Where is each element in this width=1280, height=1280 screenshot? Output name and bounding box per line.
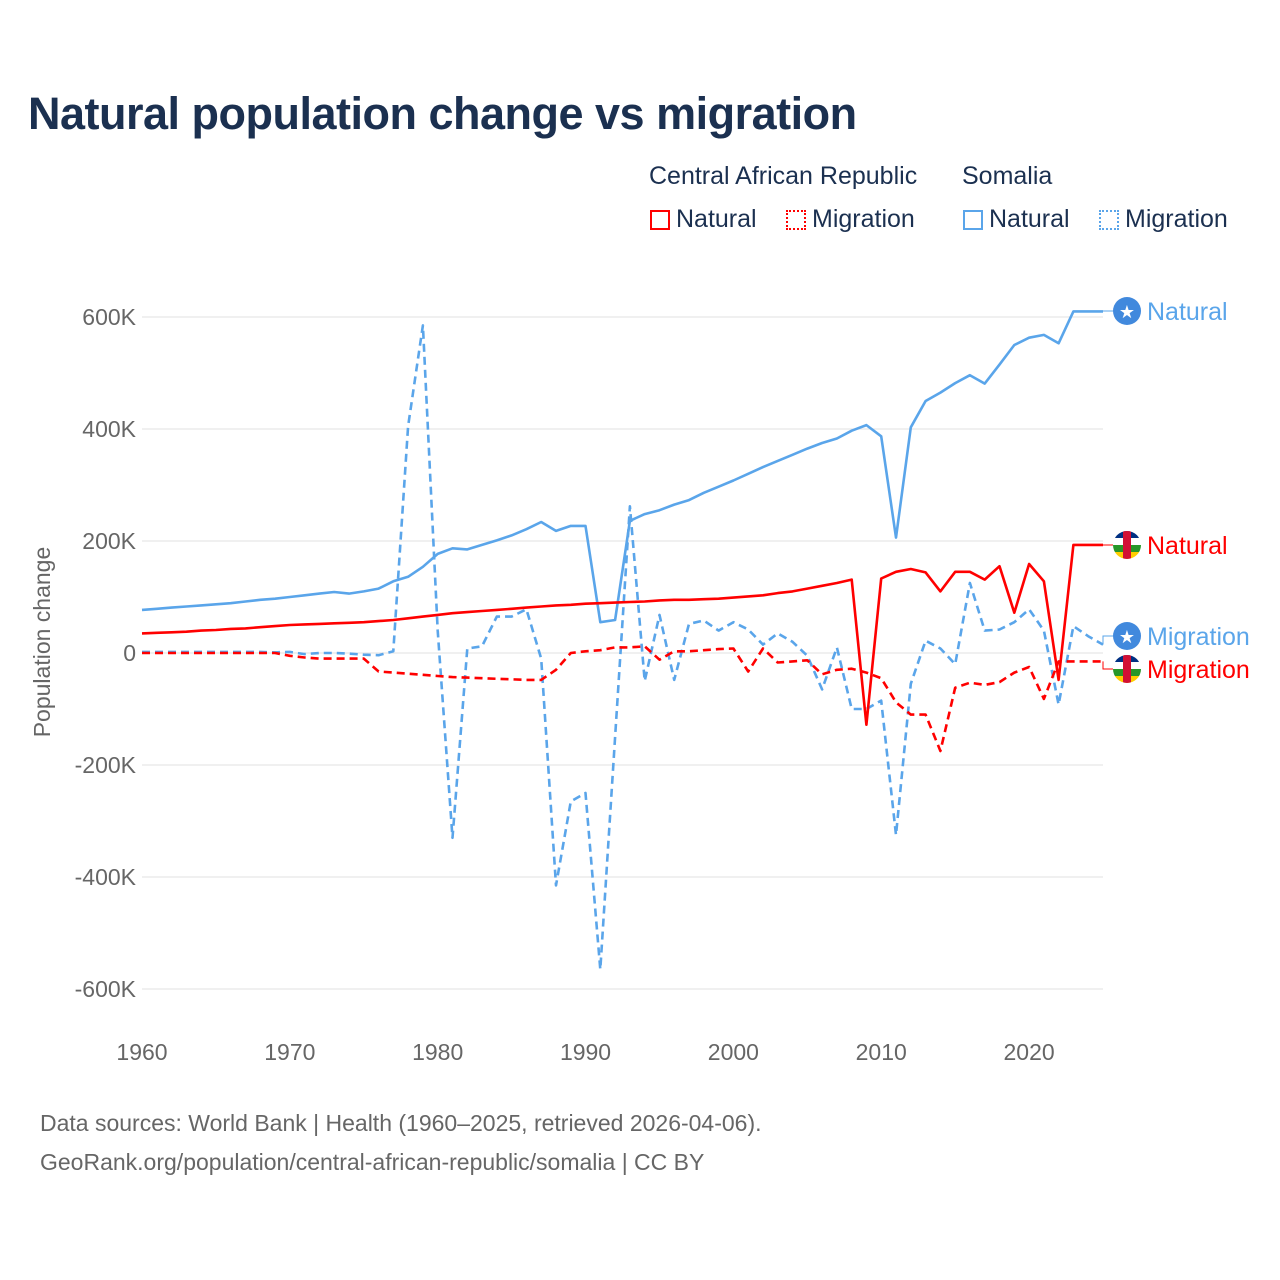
car-flag-icon <box>1113 531 1141 559</box>
legend-swatch-solid-red <box>650 209 670 230</box>
legend-somalia-natural[interactable]: Natural <box>963 205 1070 234</box>
source-line-1: Data sources: World Bank | Health (1960–… <box>40 1110 762 1136</box>
legend-swatch-dotted-red <box>786 209 806 230</box>
end-label: Migration <box>1147 656 1250 684</box>
svg-text:★: ★ <box>1119 302 1135 322</box>
series-line-somalia-migration <box>142 324 1104 971</box>
y-tick-label: 600K <box>82 304 136 330</box>
legend-group-car: Central African Republic <box>649 162 918 190</box>
x-tick-label: 1970 <box>264 1039 315 1065</box>
legend-label: Natural <box>676 205 757 233</box>
svg-text:★: ★ <box>1119 627 1135 647</box>
x-tick-label: 2000 <box>708 1039 759 1065</box>
end-label: Natural <box>1147 298 1228 326</box>
legend-car-natural[interactable]: Natural <box>650 205 757 234</box>
x-tick-label: 1960 <box>116 1039 167 1065</box>
legend-label: Natural <box>989 205 1070 233</box>
x-tick-label: 2010 <box>856 1039 907 1065</box>
y-tick-label: 200K <box>82 528 136 554</box>
legend-car-migration[interactable]: Migration <box>786 205 915 234</box>
chart-title: Natural population change vs migration <box>28 88 857 139</box>
end-label-connector <box>1102 661 1113 670</box>
source-line-2: GeoRank.org/population/central-african-r… <box>40 1149 705 1175</box>
series-line-central-african-republic-migration <box>142 644 1103 753</box>
legend-label: Migration <box>1125 205 1228 233</box>
somalia-flag-icon: ★ <box>1113 622 1141 650</box>
legend-swatch-dotted-blue <box>1099 209 1119 230</box>
somalia-flag-icon: ★ <box>1113 297 1141 325</box>
y-axis-label: Population change <box>29 547 55 738</box>
series-line-central-african-republic-natural <box>141 543 1103 727</box>
legend-somalia-migration[interactable]: Migration <box>1099 205 1228 234</box>
x-tick-label: 2020 <box>1003 1039 1054 1065</box>
y-tick-label: 0 <box>123 640 136 666</box>
legend-group-somalia: Somalia <box>962 162 1053 190</box>
end-label-connector <box>1102 635 1113 645</box>
y-tick-label: -600K <box>75 976 137 1002</box>
x-tick-label: 1990 <box>560 1039 611 1065</box>
y-tick-label: -400K <box>75 864 137 890</box>
legend-label: Migration <box>812 205 915 233</box>
legend-swatch-solid-blue <box>963 209 983 230</box>
end-label: Natural <box>1147 532 1228 560</box>
end-label: Migration <box>1147 623 1250 651</box>
y-tick-label: -200K <box>75 752 137 778</box>
series-line-somalia-natural <box>141 310 1103 624</box>
y-tick-label: 400K <box>82 416 136 442</box>
car-flag-icon <box>1113 655 1141 683</box>
x-tick-label: 1980 <box>412 1039 463 1065</box>
